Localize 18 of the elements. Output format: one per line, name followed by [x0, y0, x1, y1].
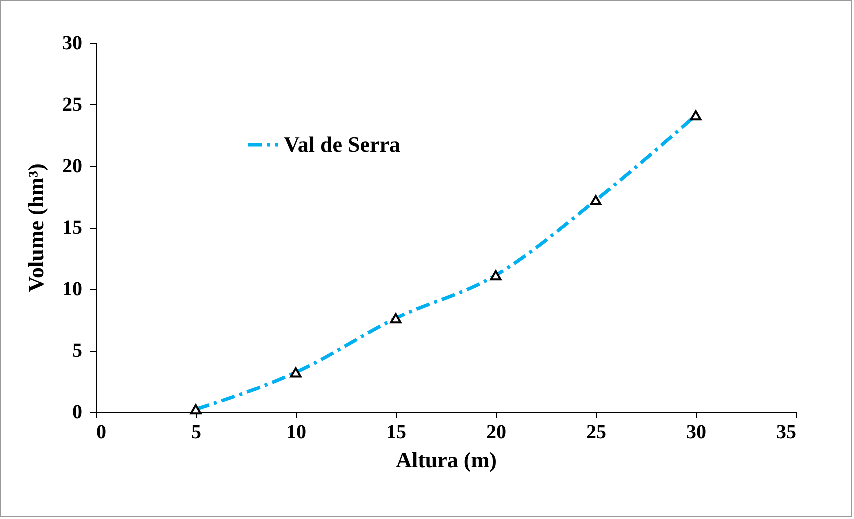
- y-tick-label: 5: [72, 340, 82, 362]
- y-tick-label: 30: [62, 32, 82, 54]
- y-tick-label: 10: [62, 278, 82, 300]
- y-axis-title: Volume (hm³): [24, 164, 48, 292]
- y-tick-label: 25: [62, 94, 82, 116]
- x-axis-title: Altura (m): [396, 448, 497, 472]
- x-tick-label: 5: [192, 422, 202, 444]
- y-tick-label: 0: [72, 402, 82, 424]
- x-tick-label: 20: [486, 422, 506, 444]
- x-tick-label: 0: [96, 422, 106, 444]
- x-tick-label: 10: [286, 422, 306, 444]
- x-tick-label: 15: [386, 422, 406, 444]
- x-tick-label: 25: [586, 422, 606, 444]
- x-tick-label: 30: [686, 422, 706, 444]
- x-tick-label: 35: [776, 422, 796, 444]
- legend-label: Val de Serra: [284, 132, 401, 157]
- y-tick-label: 15: [62, 217, 82, 239]
- y-tick-label: 20: [62, 156, 82, 178]
